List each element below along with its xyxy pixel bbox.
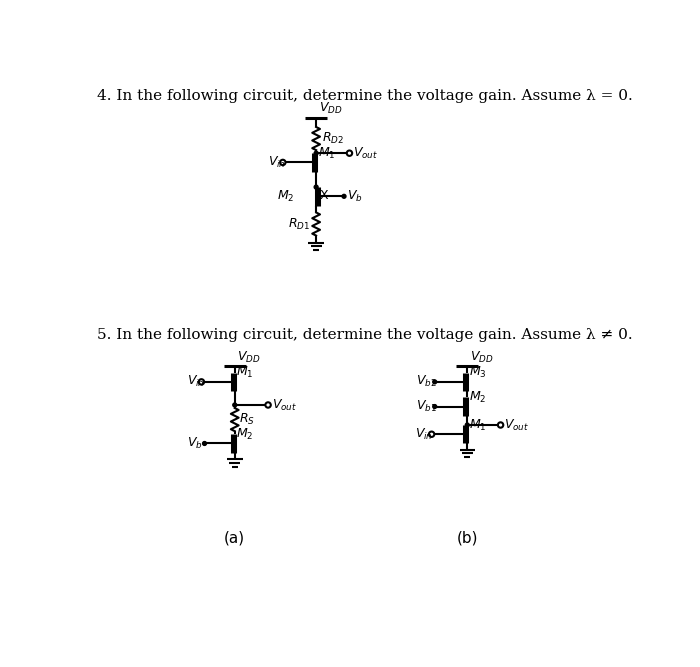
Text: $V_{b2}$: $V_{b2}$ — [416, 374, 437, 390]
Text: $V_b$: $V_b$ — [347, 189, 363, 204]
Text: $M_1$: $M_1$ — [318, 146, 335, 161]
Text: $V_{in}$: $V_{in}$ — [414, 427, 433, 442]
Text: $R_S$: $R_S$ — [239, 412, 255, 427]
Text: $V_{out}$: $V_{out}$ — [272, 398, 297, 412]
Text: $M_2$: $M_2$ — [237, 427, 253, 442]
Circle shape — [433, 380, 437, 384]
Text: 4. In the following circuit, determine the voltage gain. Assume λ = 0.: 4. In the following circuit, determine t… — [97, 89, 633, 103]
Circle shape — [342, 194, 346, 198]
Text: $V_{DD}$: $V_{DD}$ — [319, 101, 343, 116]
Text: $V_{out}$: $V_{out}$ — [354, 145, 379, 161]
Text: $R_{D2}$: $R_{D2}$ — [321, 131, 344, 146]
Text: $M_2$: $M_2$ — [277, 189, 295, 204]
Text: X: X — [319, 189, 328, 202]
Text: (b): (b) — [456, 531, 478, 546]
Circle shape — [433, 405, 437, 408]
Text: 5. In the following circuit, determine the voltage gain. Assume λ ≠ 0.: 5. In the following circuit, determine t… — [97, 328, 632, 342]
Text: $M_2$: $M_2$ — [469, 390, 486, 405]
Circle shape — [314, 151, 318, 155]
Circle shape — [314, 185, 318, 189]
Circle shape — [233, 403, 237, 407]
Circle shape — [202, 442, 206, 446]
Text: $V_b$: $V_b$ — [187, 436, 202, 451]
Text: $V_{in}$: $V_{in}$ — [268, 155, 286, 170]
Text: $V_{DD}$: $V_{DD}$ — [237, 350, 260, 365]
Text: $V_{b1}$: $V_{b1}$ — [416, 399, 437, 414]
Text: $M_3$: $M_3$ — [469, 366, 486, 380]
Text: $M_1$: $M_1$ — [237, 366, 254, 380]
Text: $M_1$: $M_1$ — [469, 418, 486, 433]
Text: (a): (a) — [224, 531, 245, 546]
Text: $V_{out}$: $V_{out}$ — [505, 418, 530, 433]
Text: $V_{in}$: $V_{in}$ — [187, 374, 204, 390]
Circle shape — [466, 423, 469, 427]
Text: $V_{DD}$: $V_{DD}$ — [470, 350, 494, 365]
Text: $R_{D1}$: $R_{D1}$ — [288, 217, 310, 231]
